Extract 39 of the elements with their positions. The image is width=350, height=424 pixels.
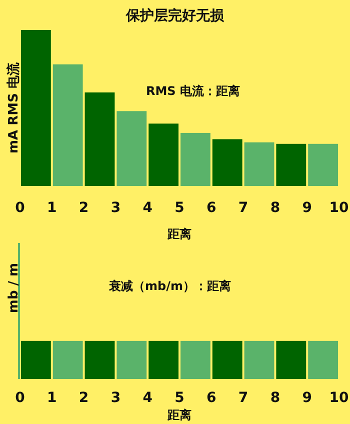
x-tick-label: 1	[47, 390, 57, 406]
x-tick-label: 4	[142, 390, 153, 406]
x-tick-label: 9	[302, 390, 312, 406]
x-tick-label: 0	[15, 390, 26, 406]
x-tick-label: 8	[270, 200, 280, 216]
x-tick-label: 5	[174, 200, 184, 216]
x-tick-label: 1	[47, 200, 57, 216]
x-tick-label: 10	[329, 200, 349, 216]
x-tick-label: 3	[110, 200, 121, 216]
bar	[116, 111, 147, 186]
x-tick-label: 7	[238, 200, 248, 216]
x-tick-label: 3	[110, 390, 121, 406]
bar	[244, 142, 274, 186]
bar	[21, 30, 51, 186]
x-tick-label: 7	[238, 390, 248, 406]
chart-title: 保护层完好无损	[125, 7, 225, 24]
x-tick-label: 2	[78, 390, 89, 406]
x-tick-label: 5	[174, 390, 184, 406]
y-axis-title: mb / m	[6, 262, 22, 314]
bar	[148, 124, 178, 186]
x-tick-label: 4	[142, 200, 153, 216]
x-tick-label: 2	[78, 200, 89, 216]
y-axis-title: mA RMS 电流	[6, 62, 22, 154]
x-tick-label: 0	[15, 200, 26, 216]
x-tick-label: 6	[206, 390, 216, 406]
bar	[84, 92, 115, 186]
bar	[52, 64, 83, 186]
x-tick-label: 10	[329, 390, 349, 406]
bar	[276, 144, 306, 186]
x-tick-label: 8	[270, 390, 280, 406]
text: 衰减（mb/m）：距离	[108, 279, 231, 293]
x-tick-label: 9	[302, 200, 312, 216]
x-axis-title: 距离	[166, 408, 192, 422]
annotation: RMS 电流：距离	[146, 84, 240, 98]
bar	[308, 144, 338, 186]
bar	[180, 132, 210, 186]
x-axis-title: 距离	[166, 227, 192, 241]
x-tick-label: 6	[206, 200, 216, 216]
bar	[212, 139, 242, 186]
